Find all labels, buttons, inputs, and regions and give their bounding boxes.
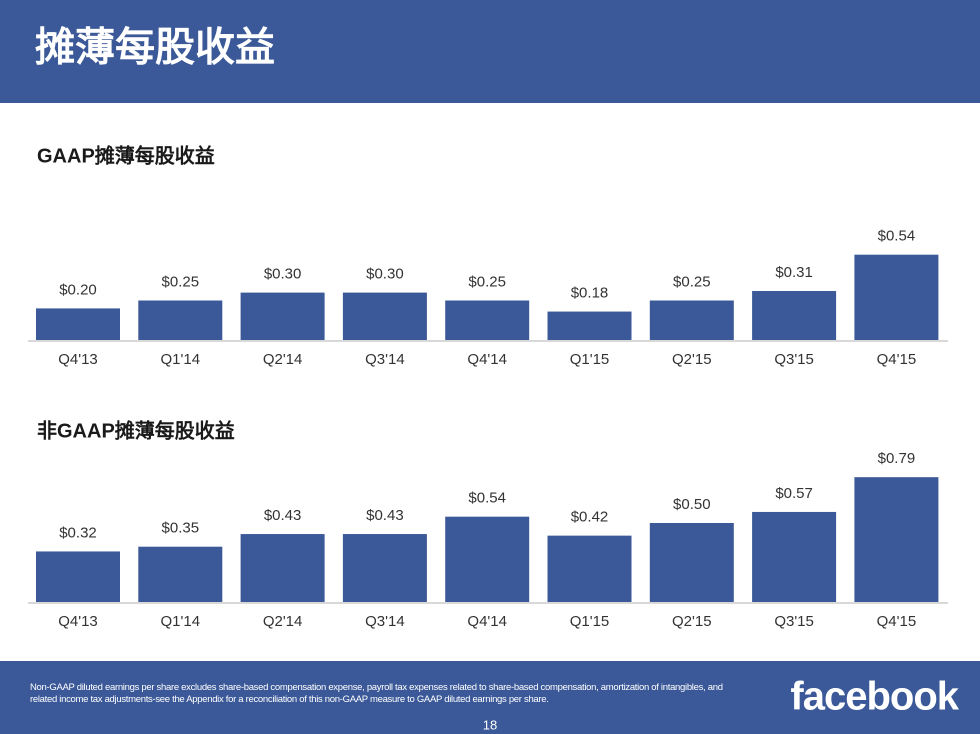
x-tick-label: Q3'14 [365, 613, 405, 630]
value-label: $0.50 [673, 496, 711, 513]
chart-title: GAAP摊薄每股收益 [37, 143, 215, 167]
value-label: $0.79 [878, 450, 916, 467]
value-label: $0.43 [366, 507, 404, 524]
x-tick-label: Q4'13 [58, 351, 98, 368]
x-tick-label: Q1'15 [570, 613, 610, 630]
value-label: $0.25 [468, 273, 506, 290]
value-label: $0.54 [878, 228, 916, 245]
value-label: $0.25 [673, 273, 711, 290]
value-label: $0.57 [775, 485, 813, 502]
bar [240, 292, 325, 340]
value-label: $0.31 [775, 264, 813, 281]
x-tick-label: Q4'15 [877, 351, 917, 368]
footer-band [0, 661, 980, 734]
bar [445, 516, 530, 602]
bar [752, 291, 837, 340]
x-tick-label: Q2'14 [263, 613, 303, 630]
value-label: $0.30 [264, 266, 302, 283]
bar [752, 511, 837, 602]
bar [138, 300, 223, 340]
value-label: $0.35 [162, 520, 200, 537]
bar [649, 300, 734, 340]
value-label: $0.32 [59, 524, 97, 541]
x-tick-label: Q4'14 [467, 613, 507, 630]
bar [547, 311, 632, 340]
x-tick-label: Q4'14 [467, 351, 507, 368]
x-tick-label: Q4'13 [58, 613, 98, 630]
value-label: $0.20 [59, 281, 97, 298]
bar [854, 254, 939, 340]
x-tick-label: Q3'15 [774, 613, 814, 630]
x-tick-label: Q3'15 [774, 351, 814, 368]
x-tick-label: Q1'14 [161, 351, 201, 368]
bar [240, 534, 325, 602]
x-tick-label: Q2'15 [672, 351, 712, 368]
bar [342, 292, 427, 340]
x-tick-label: Q1'14 [161, 613, 201, 630]
x-tick-label: Q4'15 [877, 613, 917, 630]
header-band [0, 0, 980, 103]
bar [649, 523, 734, 602]
x-tick-label: Q2'14 [263, 351, 303, 368]
x-tick-label: Q3'14 [365, 351, 405, 368]
value-label: $0.42 [571, 509, 609, 526]
slide-title: 摊薄每股收益 [35, 26, 275, 70]
bar [445, 300, 530, 340]
bar [547, 535, 632, 602]
bar [342, 534, 427, 602]
x-tick-label: Q1'15 [570, 351, 610, 368]
value-label: $0.30 [366, 266, 404, 283]
footnote: Non-GAAP diluted earnings per share excl… [30, 682, 723, 705]
bar [36, 551, 120, 602]
value-label: $0.54 [468, 490, 506, 507]
value-label: $0.25 [162, 273, 200, 290]
chart-title: 非GAAP摊薄每股收益 [37, 418, 235, 442]
x-tick-label: Q2'15 [672, 613, 712, 630]
page-number: 18 [483, 717, 497, 732]
value-label: $0.18 [571, 285, 609, 302]
logo: facebook [790, 675, 959, 719]
bar [138, 546, 223, 602]
bar [854, 477, 939, 602]
bar [36, 308, 120, 340]
value-label: $0.43 [264, 507, 302, 524]
